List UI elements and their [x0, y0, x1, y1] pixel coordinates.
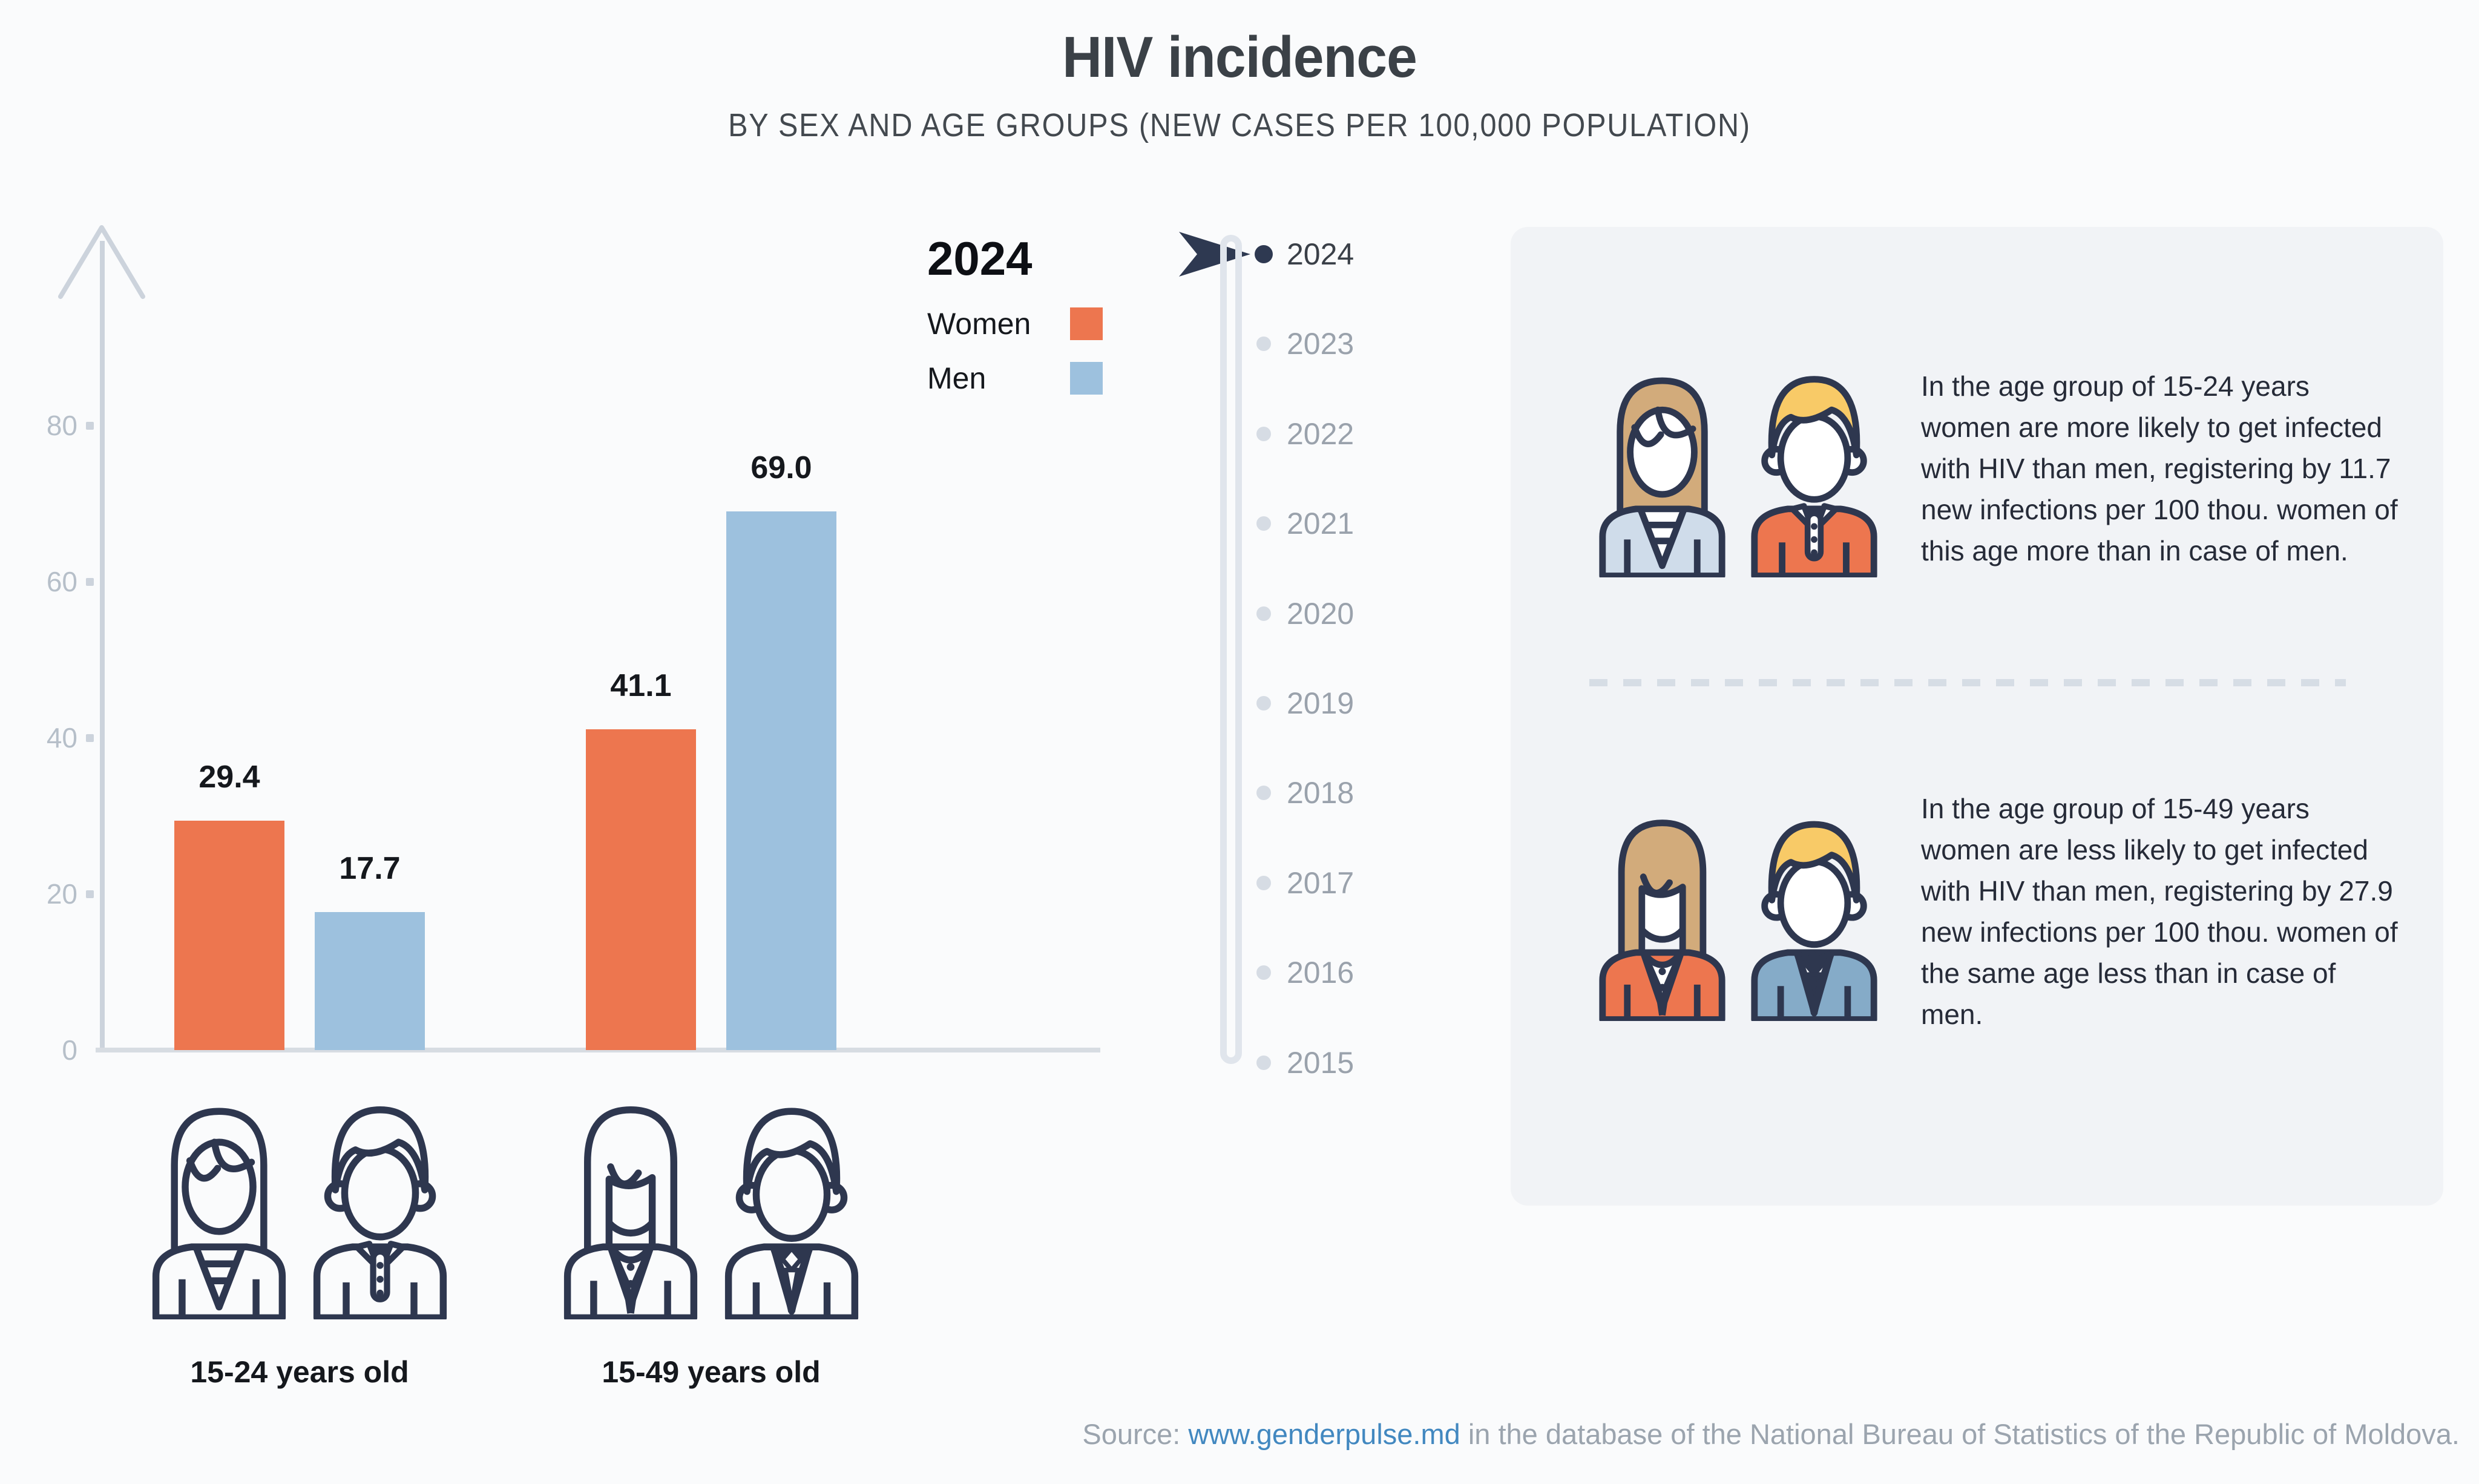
young-woman-outline-icon [134, 1088, 304, 1319]
source-prefix: Source: [1082, 1418, 1189, 1450]
timeline-year-2021[interactable]: 2021 [1287, 507, 1354, 541]
category-label-15-49: 15-49 years old [602, 1355, 821, 1389]
source-link[interactable]: www.genderpulse.md [1188, 1418, 1460, 1450]
adult-couple-outline-icons [524, 1088, 899, 1319]
young-man-outline-icon [295, 1088, 465, 1319]
adult-woman-icon [1582, 803, 1742, 1021]
men-color-swatch [1070, 362, 1103, 395]
timeline-dot-2018[interactable] [1256, 786, 1271, 801]
young-couple-icons [1582, 359, 1894, 577]
insight-row-15-49: In the age group of 15-49 years women ar… [1511, 788, 2443, 1035]
page-title: HIV incidence [1062, 25, 1417, 90]
adult-woman-outline-icon [546, 1088, 715, 1319]
value-label-men-15-24: 17.7 [339, 851, 401, 886]
timeline-dot-2017[interactable] [1256, 875, 1271, 890]
insight-row-15-24: In the age group of 15-24 years women ar… [1511, 359, 2443, 577]
value-label-women-15-49: 41.1 [610, 668, 672, 703]
bar-men-15-49 [726, 511, 836, 1050]
y-tick-label-20: 20 [46, 878, 77, 910]
category-group-15-24: 15-24 years old [112, 1088, 487, 1390]
chart-legend: 2024 Women Men [927, 231, 1103, 395]
timeline-dot-2015[interactable] [1256, 1055, 1271, 1070]
timeline-dot-2016[interactable] [1256, 965, 1271, 980]
adult-man-outline-icon [707, 1088, 876, 1319]
timeline-year-2017[interactable]: 2017 [1287, 865, 1354, 900]
timeline-year-2022[interactable]: 2022 [1287, 416, 1354, 451]
legend-item-women: Women [927, 307, 1103, 341]
bar-women-15-49 [586, 729, 696, 1050]
x-axis [96, 1048, 1100, 1052]
timeline-track[interactable] [1220, 235, 1242, 1064]
bar-men-15-24 [315, 912, 425, 1050]
y-tick-mark-40 [86, 734, 94, 742]
young-woman-icon [1582, 359, 1742, 577]
timeline-year-2016[interactable]: 2016 [1287, 956, 1354, 990]
legend-item-men: Men [927, 361, 1103, 395]
y-tick-label-0: 0 [62, 1034, 77, 1066]
header: HIV incidence BY SEX AND AGE GROUPS (NEW… [0, 24, 2479, 144]
value-label-men-15-49: 69.0 [750, 450, 812, 485]
timeline-year-2018[interactable]: 2018 [1287, 776, 1354, 810]
legend-label-men: Men [927, 361, 987, 395]
y-tick-mark-20 [86, 890, 94, 898]
adult-man-icon [1734, 803, 1894, 1021]
y-tick-label-40: 40 [46, 722, 77, 753]
adult-couple-icons [1582, 803, 1894, 1021]
value-label-women-15-24: 29.4 [199, 760, 260, 795]
insight-panel: In the age group of 15-24 years women ar… [1511, 227, 2443, 1206]
y-axis-arrow-icon [58, 225, 145, 299]
category-group-15-49: 15-49 years old [524, 1088, 899, 1390]
insight-text-15-49: In the age group of 15-49 years women ar… [1921, 793, 2398, 1030]
dashed-divider [1589, 679, 2346, 686]
timeline-year-2023[interactable]: 2023 [1287, 327, 1354, 361]
timeline-year-2024[interactable]: 2024 [1287, 237, 1354, 271]
y-tick-label-80: 80 [46, 410, 77, 441]
timeline-dot-2023[interactable] [1256, 337, 1271, 352]
y-axis [100, 241, 105, 1052]
timeline-dot-2024[interactable] [1255, 245, 1273, 263]
timeline-dot-2021[interactable] [1256, 516, 1271, 531]
category-label-15-24: 15-24 years old [190, 1355, 409, 1389]
y-tick-mark-60 [86, 578, 94, 586]
timeline-year-2019[interactable]: 2019 [1287, 686, 1354, 720]
timeline-year-2015[interactable]: 2015 [1287, 1045, 1354, 1080]
timeline-dot-2022[interactable] [1256, 426, 1271, 441]
young-couple-outline-icons [112, 1088, 487, 1319]
legend-label-women: Women [927, 307, 1031, 341]
timeline-year-2020[interactable]: 2020 [1287, 596, 1354, 631]
legend-year: 2024 [927, 232, 1033, 285]
women-color-swatch [1070, 307, 1103, 340]
insight-text-15-24: In the age group of 15-24 years women ar… [1921, 370, 2398, 566]
y-tick-label-60: 60 [46, 566, 77, 597]
bar-women-15-24 [174, 821, 284, 1050]
timeline-cursor-icon[interactable] [1179, 232, 1253, 277]
young-man-icon [1734, 359, 1894, 577]
timeline-dot-2019[interactable] [1256, 696, 1271, 711]
y-tick-mark-80 [86, 422, 94, 430]
page-subtitle: BY SEX AND AGE GROUPS (NEW CASES PER 100… [728, 107, 1751, 143]
timeline-dot-2020[interactable] [1256, 606, 1271, 621]
source-line: Source: www.genderpulse.md in the databa… [1082, 1417, 2460, 1451]
source-suffix: in the database of the National Bureau o… [1460, 1418, 2460, 1450]
